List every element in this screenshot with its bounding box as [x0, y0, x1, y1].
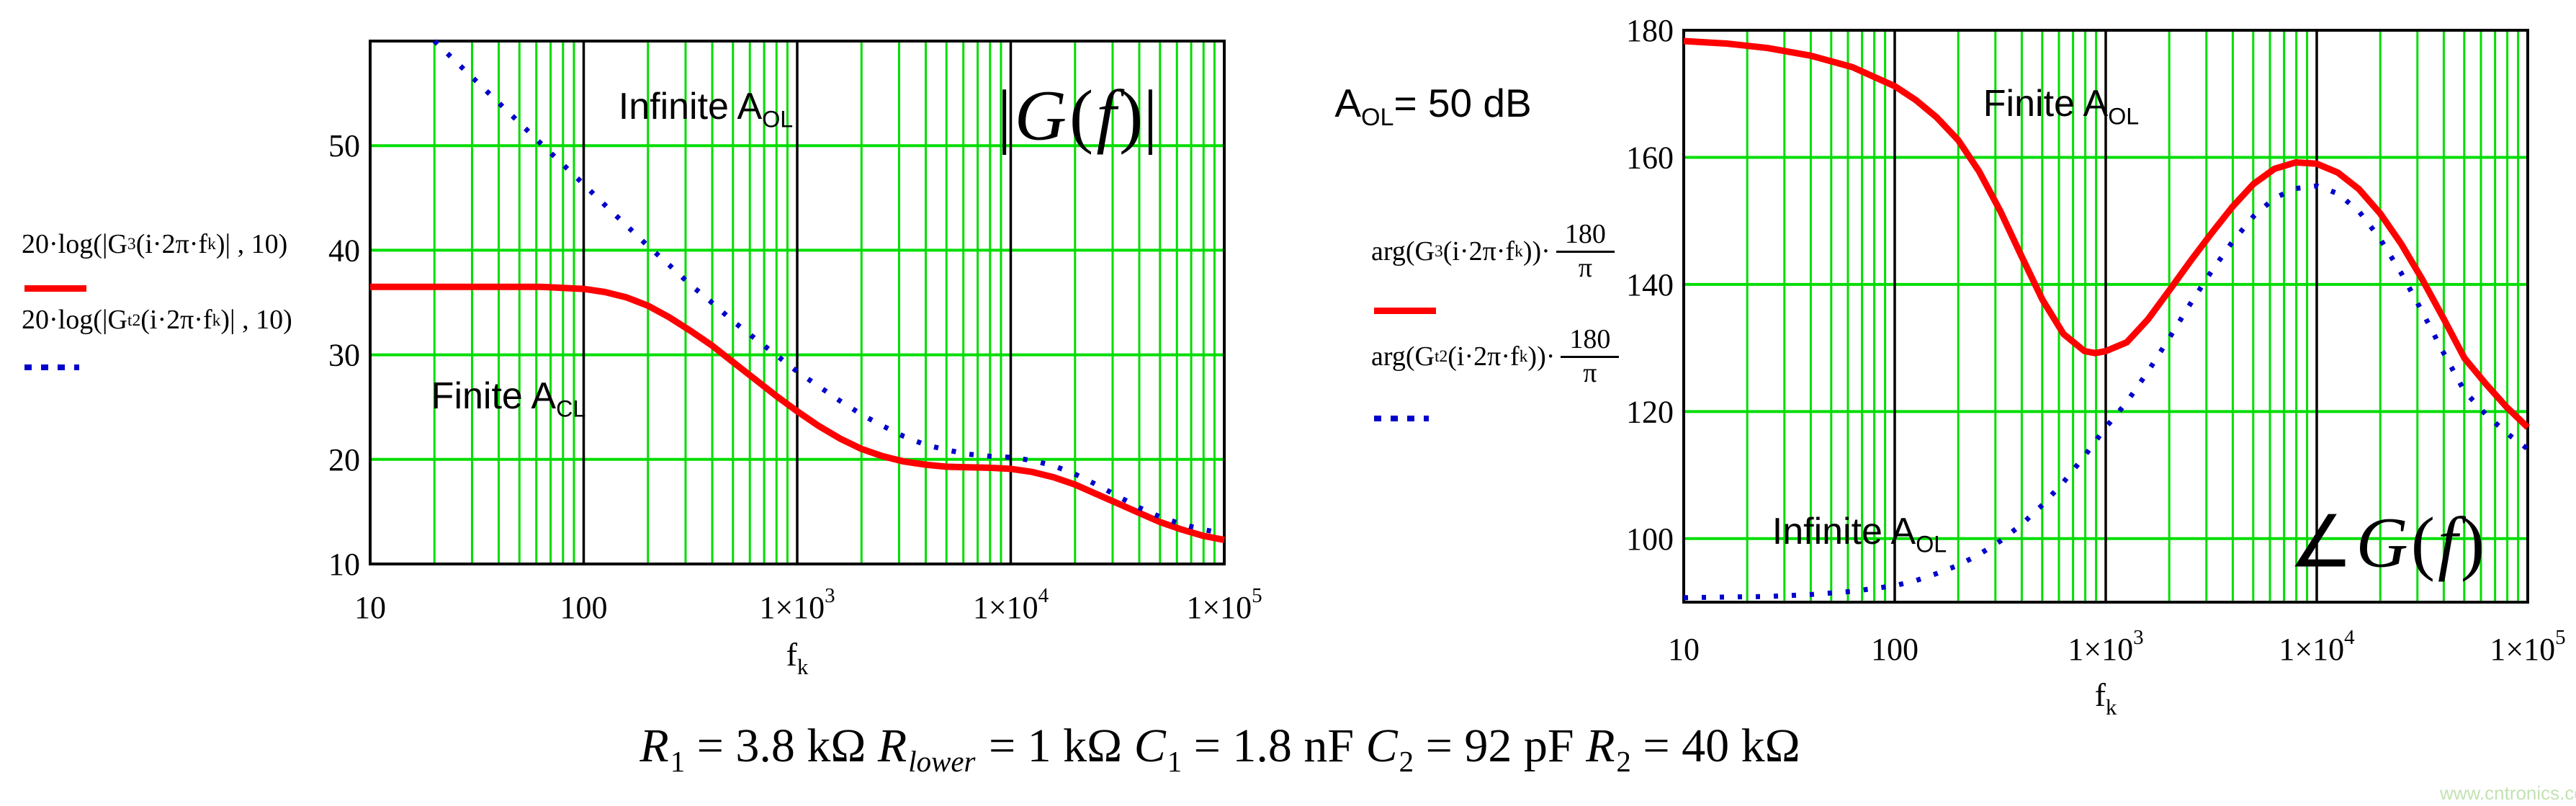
- legend-entry-infinite-aol-gain: 20·log(|G t2 (i·2π·f k)| , 10): [22, 303, 292, 370]
- x-tick-label: 10: [1668, 632, 1700, 667]
- component-values: R1 = 3.8 kΩ Rlower = 1 kΩ C1 = 1.8 nF C2…: [639, 720, 1800, 779]
- plot-title-phase: ∠G(f): [2288, 499, 2485, 584]
- legend-sample-solid: [24, 285, 86, 292]
- x-tick-label: 1×104: [973, 584, 1049, 625]
- legend-entry-finite-aol-phase: arg(G 3 (i·2π·f k))· 180 π: [1371, 220, 1619, 314]
- y-tick-label: 30: [328, 338, 360, 373]
- y-tick-label: 20: [328, 442, 360, 478]
- curve-finite-aol-phase: [1683, 37, 2531, 430]
- x-tick-label: 100: [560, 590, 608, 625]
- y-tick-label: 10: [328, 547, 360, 582]
- plot-frame: [369, 40, 1226, 565]
- legend-phase: arg(G 3 (i·2π·f k))· 180 π arg(G t2 (i·2π·f k))· 1…: [1371, 220, 1620, 421]
- legend-expression: arg(G 3 (i·2π·f k))· 180 π: [1371, 220, 1619, 283]
- plot-frame: [1682, 29, 2529, 604]
- aol-value-label: AOL= 50 dB: [1334, 81, 1532, 131]
- x-tick-label: 1×104: [2279, 626, 2355, 667]
- x-axis-label: fk: [2095, 676, 2117, 720]
- annotation-infinite-aol-magnitude: Infinite AOL: [618, 86, 794, 133]
- annotation-finite-aol-phase: Finite AOL: [1983, 83, 2140, 130]
- y-tick-label: 100: [1626, 521, 1674, 557]
- legend-entry-infinite-aol-phase: arg(G t2 (i·2π·f k))· 180 π: [1371, 325, 1620, 421]
- closed-loop-gain-phase: 100 120 140 160 180 10 100 1×103 1×104 1×105 fk: [1626, 13, 2566, 720]
- legend-sample-solid: [1374, 307, 1436, 314]
- angle-icon: ∠: [2288, 499, 2353, 584]
- y-tick-label: 180: [1626, 13, 1674, 48]
- legend-magnitude: 20·log(|G 3 (i·2π·f k)| , 10) 20·log(|G t2 (i·…: [22, 228, 292, 370]
- y-tick-label: 120: [1626, 394, 1674, 429]
- x-tick-label: 1×105: [2490, 626, 2565, 667]
- curve-infinite-aol-gain: [432, 39, 1225, 537]
- y-tick-label: 140: [1626, 267, 1674, 303]
- curve-finite-aol-gain: [370, 283, 1225, 544]
- fraction-180-over-pi: 180 π: [1556, 220, 1615, 283]
- x-tick-label: 10: [354, 590, 386, 625]
- legend-sample-dotted: [1374, 415, 1429, 421]
- legend-expression: 20·log(|G 3 (i·2π·f k)| , 10): [22, 229, 288, 259]
- y-tick-label: 50: [328, 128, 360, 164]
- x-tick-label: 100: [1871, 632, 1918, 667]
- legend-sample-dotted: [24, 364, 79, 370]
- legend-expression: arg(G t2 (i·2π·f k))· 180 π: [1371, 325, 1620, 388]
- x-tick-label: 1×103: [759, 584, 835, 625]
- legend-entry-finite-aol-gain: 20·log(|G 3 (i·2π·f k)| , 10): [22, 228, 292, 292]
- plot-title-magnitude: |G(f)|: [997, 75, 1158, 156]
- y-tick-label: 40: [328, 233, 360, 268]
- annotation-finite-acl-magnitude: Finite ACL: [431, 375, 586, 422]
- annotation-infinite-aol-phase: Infinite AOL: [1772, 511, 1947, 558]
- y-tick-label: 160: [1626, 140, 1674, 175]
- watermark: www.cntronics.com: [2440, 782, 2576, 804]
- x-axis-label: fk: [786, 636, 809, 679]
- x-tick-label: 1×103: [2068, 626, 2143, 667]
- legend-expression: 20·log(|G t2 (i·2π·f k)| , 10): [22, 305, 292, 336]
- closed-loop-gain-magnitude: 10 20 30 40 50 10 100 1×103 1×104 1×105 fk: [328, 39, 1262, 679]
- x-tick-label: 1×105: [1186, 584, 1262, 625]
- fraction-180-over-pi: 180 π: [1561, 325, 1620, 388]
